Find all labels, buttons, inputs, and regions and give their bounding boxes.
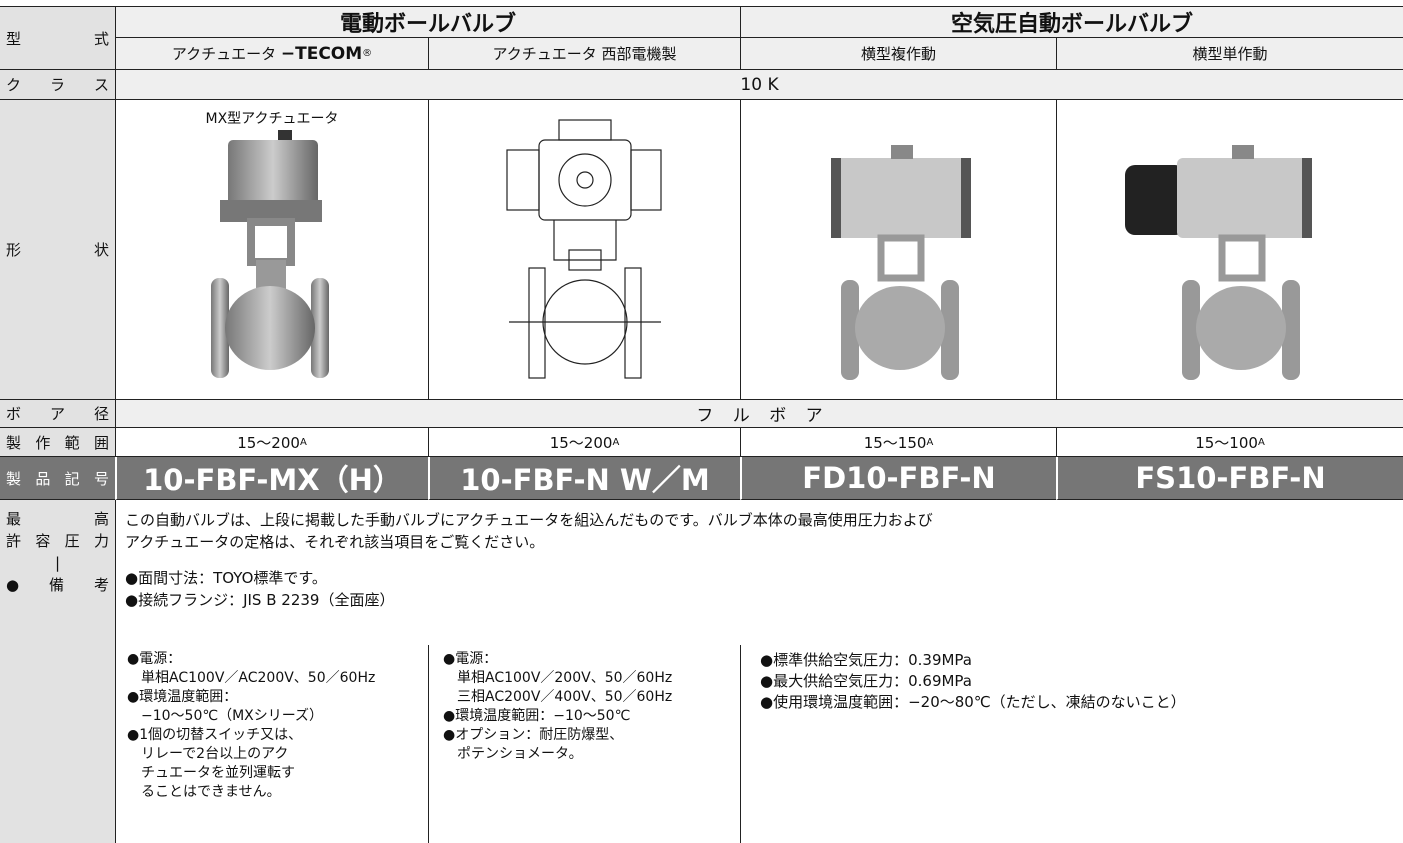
row-label: 製品記号 — [0, 457, 115, 500]
image-caption: MX型アクチュエータ — [205, 111, 339, 127]
range-value: 15〜150 — [863, 433, 927, 452]
remarks-label: 最高許容圧力 | ● 備考 — [6, 508, 109, 596]
label-text: ボア径 — [6, 405, 109, 423]
note-head: ●環境温度範囲：−10〜50℃ — [443, 708, 631, 724]
note-line: チュエータを並列運転す — [141, 765, 295, 781]
column-header: アクチュエータ −TECOM ® — [115, 38, 428, 70]
note-line: ることはできません。 — [141, 784, 281, 800]
header-text: アクチュエータ — [171, 45, 281, 63]
top-rule — [0, 6, 1403, 7]
row-label: 形状 — [0, 100, 115, 400]
product-code: 10-FBF-MX（H） — [115, 457, 428, 500]
remarks-notes: ●標準供給空気圧力：0.39MPa ●最大供給空気圧力：0.69MPa ●使用環境温… — [760, 650, 1186, 713]
remarks-notes: ●電源： 単相AC100V／AC200V、50／60Hz ●環境温度範囲： −10〜5… — [127, 650, 375, 802]
label-text: 製作範囲 — [6, 433, 109, 452]
range-value: 15〜100 — [1195, 433, 1258, 452]
valve-photo — [1125, 144, 1312, 380]
bore-value: フ ル ボ ア — [115, 400, 1403, 428]
range-cell: 15〜200 A — [428, 428, 740, 457]
column-rule — [115, 500, 116, 843]
note-line: 単相AC100V／200V、50／60Hz — [457, 670, 673, 686]
product-code: FD10-FBF-N — [740, 457, 1056, 500]
product-code: FS10-FBF-N — [1056, 457, 1403, 500]
note-line: 三相AC200V／400V、50／60Hz — [457, 689, 673, 705]
valve-drawing — [506, 118, 662, 379]
note-head: ●オプション：耐圧防爆型、 — [443, 727, 624, 743]
label-line: ● 備考 — [6, 576, 109, 594]
note-line: リレーで2台以上のアク — [141, 746, 289, 762]
class-value: 10 K — [115, 70, 1403, 100]
label-text: クラス — [6, 76, 109, 94]
brand: −TECOM — [280, 43, 363, 64]
note-head: ●電源： — [443, 651, 498, 667]
image-cell: MX型アクチュエータ — [115, 100, 428, 400]
column-rule — [740, 645, 741, 843]
image-cell — [740, 100, 1056, 400]
note-line: −10〜50℃（MXシリーズ） — [141, 708, 324, 724]
image-cell — [428, 100, 740, 400]
valve-photo — [831, 144, 971, 380]
group-header: 電動ボールバルブ — [115, 7, 740, 38]
range-value: 15〜200 — [237, 433, 300, 452]
note-head: ●1個の切替スイッチ又は、 — [127, 727, 303, 743]
registered-mark: ® — [362, 48, 373, 59]
range-unit: A — [926, 436, 934, 448]
range-unit: A — [612, 436, 620, 448]
note-head: ●最大供給空気圧力：0.69MPa — [760, 672, 972, 690]
group-header: 空気圧自動ボールバルブ — [740, 7, 1403, 38]
range-cell: 15〜200 A — [115, 428, 428, 457]
row-label: 製作範囲 — [0, 428, 115, 457]
column-header: 横型複作動 — [740, 38, 1056, 70]
remarks-line: ●面間寸法：TOYO標準です。 — [125, 569, 327, 587]
note-head: ●標準供給空気圧力：0.39MPa — [760, 651, 972, 669]
label-line: | — [54, 554, 61, 572]
label-text: 形状 — [6, 241, 109, 259]
product-code: 10-FBF-N W／M — [428, 457, 740, 500]
label-line: 最高 — [6, 510, 109, 528]
note-head: ●電源： — [127, 651, 182, 667]
range-cell: 15〜150 A — [740, 428, 1056, 457]
row-label: 最高許容圧力 | ● 備考 — [0, 500, 115, 843]
label-line: 許容圧力 — [6, 532, 109, 550]
label-text: 製品記号 — [6, 469, 109, 488]
column-header: 横型単作動 — [1056, 38, 1403, 70]
remarks-line: ●接続フランジ：JIS B 2239（全面座） — [125, 591, 395, 609]
row-label: ボア径 — [0, 400, 115, 428]
note-line: ポテンショメータ。 — [457, 746, 583, 762]
remarks-line: アクチュエータの定格は、それぞれ該当項目をご覧ください。 — [125, 533, 545, 551]
row-label: 型式 — [0, 7, 115, 70]
valve-photo — [211, 130, 329, 378]
label-text: 型式 — [6, 29, 109, 48]
row-label: クラス — [0, 70, 115, 100]
column-rule — [428, 645, 429, 843]
note-head: ●環境温度範囲： — [127, 689, 238, 705]
range-unit: A — [1257, 436, 1265, 448]
range-cell: 15〜100 A — [1056, 428, 1403, 457]
range-value: 15〜200 — [549, 433, 613, 452]
note-head: ●使用環境温度範囲：−20〜80℃（ただし、凍結のないこと） — [760, 693, 1186, 711]
remarks-common: この自動バルブは、上段に掲載した手動バルブにアクチュエータを組込んだものです。バ… — [125, 509, 933, 611]
remarks-notes: ●電源： 単相AC100V／200V、50／60Hz 三相AC200V／400V、5… — [443, 650, 672, 764]
column-header: アクチュエータ 西部電機製 — [428, 38, 740, 70]
note-line: 単相AC100V／AC200V、50／60Hz — [141, 670, 376, 686]
image-cell — [1056, 100, 1403, 400]
remarks-line: この自動バルブは、上段に掲載した手動バルブにアクチュエータを組込んだものです。バ… — [125, 511, 933, 529]
range-unit: A — [299, 436, 307, 448]
